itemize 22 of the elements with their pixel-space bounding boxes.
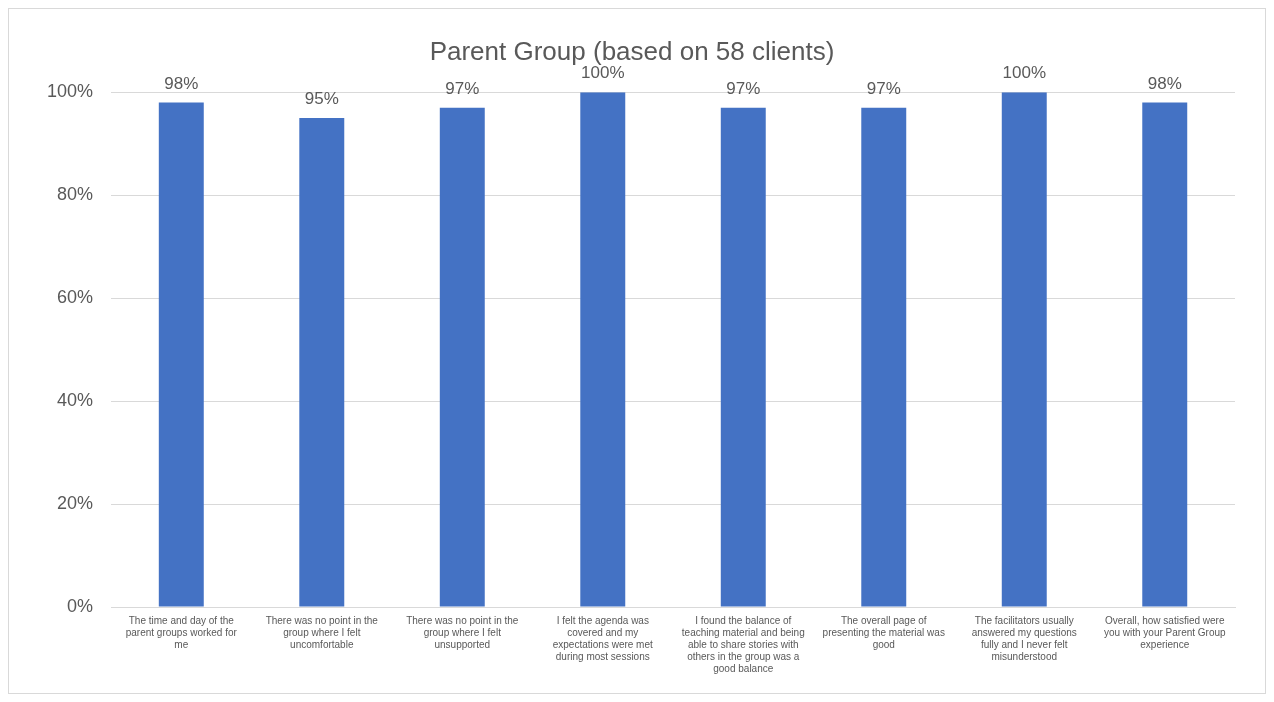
y-tick-label: 60%	[57, 287, 94, 308]
y-tick-label: 0%	[67, 595, 94, 616]
y-tick-label: 80%	[57, 184, 94, 205]
x-tick-label: There was no point in the group where I felt uncomfortable	[265, 614, 379, 650]
data-label: 98%	[1147, 73, 1182, 93]
x-tick-label: The time and day of the parent groups worked for me	[125, 614, 238, 650]
data-label: 97%	[726, 78, 761, 98]
chart-title: Parent Group (based on 58 clients)	[429, 35, 835, 66]
data-label: 97%	[445, 78, 480, 98]
data-label: 98%	[164, 73, 199, 93]
y-tick-label: 20%	[57, 493, 94, 514]
data-label: 95%	[304, 89, 339, 109]
x-tick-label: Overall, how satisfied were you with your Parent Group experience	[1103, 614, 1227, 650]
data-label: 97%	[866, 78, 901, 98]
x-tick-label: I felt the agenda was covered and my expectations were met during most sessions	[552, 614, 654, 662]
data-label: 100%	[1002, 63, 1046, 83]
y-tick-label: 100%	[46, 81, 94, 102]
x-tick-label: There was no point in the group where I felt unsupported	[406, 614, 519, 650]
x-tick-label: I found the balance of teaching material and being able to share stories with others in the group was a good balance	[681, 614, 805, 674]
x-tick-label: The overall page of presenting the material was good	[822, 614, 945, 650]
y-tick-label: 40%	[57, 390, 94, 411]
x-tick-label: The facilitators usually answered my questions fully and I never felt misunderstood	[971, 614, 1077, 662]
